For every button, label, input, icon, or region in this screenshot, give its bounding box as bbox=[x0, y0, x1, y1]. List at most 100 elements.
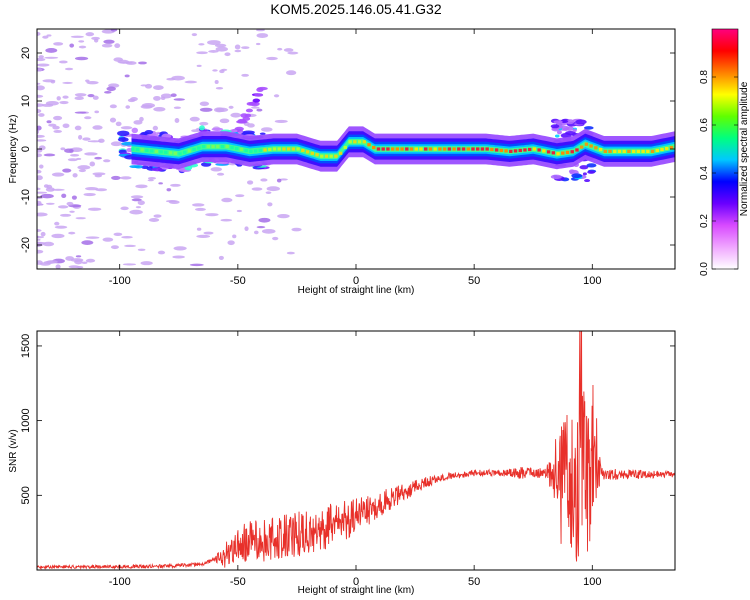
spectral-blob bbox=[70, 35, 84, 38]
spectral-blob bbox=[38, 55, 44, 59]
ridge-core bbox=[320, 154, 324, 158]
spectral-blob bbox=[221, 197, 233, 203]
spectral-blob bbox=[215, 86, 224, 90]
spectral-blob bbox=[184, 80, 198, 84]
spectral-blob bbox=[138, 61, 147, 65]
ridge-core bbox=[589, 144, 593, 148]
spectral-blob bbox=[266, 186, 280, 192]
spectral-blob bbox=[129, 209, 143, 215]
spectral-blob bbox=[64, 148, 74, 153]
ridge-core bbox=[504, 149, 508, 153]
colorbar: 0.0 0.2 0.4 0.6 0.8 Normalized spectral ampl… bbox=[699, 28, 750, 276]
spectral-blob bbox=[215, 107, 229, 112]
ridge-core bbox=[324, 154, 329, 158]
spectral-blob bbox=[94, 174, 103, 178]
spectral-blob bbox=[241, 73, 249, 77]
spectral-blob bbox=[245, 108, 253, 113]
spectral-blob bbox=[86, 80, 99, 85]
ridge-core bbox=[149, 149, 154, 153]
ridge-core bbox=[655, 148, 659, 153]
spectral-blob bbox=[214, 43, 227, 48]
ridge-core bbox=[627, 149, 631, 153]
spectrogram-x-axis-label: Height of straight line (km) bbox=[298, 285, 415, 296]
ridge-core bbox=[650, 149, 655, 153]
spectral-blob bbox=[37, 94, 44, 98]
ridge-core bbox=[561, 151, 565, 155]
spectral-blob bbox=[234, 44, 241, 50]
y-tick-label: 20 bbox=[20, 47, 32, 59]
ridge-core bbox=[348, 140, 352, 144]
spectral-blob bbox=[37, 241, 41, 246]
ridge-core bbox=[409, 147, 414, 151]
spectral-blob bbox=[131, 198, 142, 202]
spectral-blob bbox=[140, 261, 153, 266]
spectral-blob bbox=[173, 98, 185, 101]
spectral-blob bbox=[104, 91, 112, 94]
spectral-blob bbox=[87, 93, 95, 98]
spectral-blob bbox=[227, 240, 235, 246]
ridge-core bbox=[282, 147, 286, 151]
spectral-blob bbox=[256, 108, 263, 112]
spectral-blob bbox=[62, 168, 72, 173]
spectral-blob bbox=[261, 228, 276, 234]
spectral-blob bbox=[125, 61, 137, 65]
spectral-blob bbox=[103, 39, 115, 44]
spectral-blob bbox=[277, 213, 290, 219]
ridge-core bbox=[433, 147, 437, 151]
spectral-blob bbox=[144, 83, 153, 89]
spectral-blob bbox=[565, 119, 575, 125]
spectral-blob bbox=[166, 188, 172, 192]
spectral-blob bbox=[144, 129, 154, 135]
spectral-blob bbox=[60, 147, 66, 151]
spectral-blob bbox=[37, 153, 43, 158]
spectral-blob bbox=[37, 85, 45, 91]
spectral-blob bbox=[134, 165, 143, 169]
ridge-core bbox=[646, 149, 650, 153]
spectral-blob bbox=[199, 125, 205, 131]
spectral-blob bbox=[232, 234, 237, 239]
ridge-core bbox=[390, 147, 395, 151]
ridge-core bbox=[178, 152, 182, 156]
spectral-blob bbox=[203, 231, 214, 235]
ridge-core bbox=[230, 145, 234, 150]
spectral-blob bbox=[550, 124, 560, 129]
spectral-blob bbox=[75, 217, 87, 220]
colorbar-tick-label: 0.2 bbox=[699, 214, 710, 228]
spectral-blob bbox=[147, 177, 156, 180]
ridge-core bbox=[362, 140, 366, 144]
spectral-blob bbox=[89, 161, 96, 167]
ridge-core bbox=[225, 145, 229, 149]
spectral-blob bbox=[70, 258, 84, 262]
spectral-blob bbox=[283, 48, 294, 52]
spectral-blob bbox=[45, 202, 55, 205]
spectral-blob bbox=[170, 93, 177, 97]
spectral-blob bbox=[84, 116, 92, 120]
ridge-core bbox=[546, 150, 551, 154]
spectral-blob bbox=[41, 103, 54, 107]
spectral-blob bbox=[113, 232, 123, 237]
spectral-blob bbox=[69, 43, 75, 48]
ridge-core bbox=[631, 149, 636, 153]
spectral-blob bbox=[78, 45, 87, 49]
ridge-core bbox=[518, 148, 522, 153]
spectral-blob bbox=[259, 132, 266, 135]
spectral-blob bbox=[37, 249, 44, 254]
snr-plot-area bbox=[37, 331, 675, 570]
ridge-core bbox=[575, 148, 579, 152]
y-tick-label: 10 bbox=[20, 95, 32, 107]
spectral-blob bbox=[51, 172, 65, 177]
spectral-blob bbox=[216, 172, 225, 176]
spectral-blob bbox=[208, 50, 219, 53]
spectral-blob bbox=[121, 235, 133, 239]
ridge-core bbox=[617, 149, 622, 153]
spectral-blob bbox=[274, 119, 288, 123]
spectral-blob bbox=[124, 74, 130, 78]
ridge-core bbox=[376, 147, 381, 151]
spectral-blob bbox=[583, 126, 594, 130]
ridge-core bbox=[201, 145, 206, 149]
ridge-core bbox=[301, 148, 305, 153]
ridge-core bbox=[168, 151, 173, 155]
spectral-blob bbox=[562, 127, 569, 131]
